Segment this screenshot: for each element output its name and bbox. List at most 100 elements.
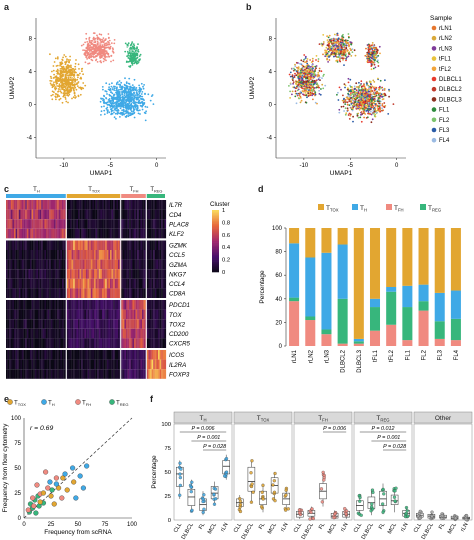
heatmap-cell [9,240,11,250]
heatmap-cell [113,219,115,229]
umap-point [116,94,118,96]
umap-point [50,80,53,82]
umap-point [337,38,339,41]
heatmap-cell [137,200,139,210]
heatmap-cell [79,328,82,339]
heatmap-cell [86,319,88,329]
umap-point [377,59,379,62]
heatmap-cell [108,219,111,229]
heatmap-cell [114,209,117,220]
heatmap-cell [41,219,43,229]
umap-point [318,76,321,79]
heatmap-cell [46,309,48,320]
umap-point [127,108,130,110]
umap-point [337,91,339,94]
umap-point [316,75,319,78]
heatmap-cell [146,250,149,260]
umap-point [368,48,371,51]
umap-point [352,91,354,94]
heatmap-cell [161,200,163,210]
heatmap-cell [18,240,21,250]
heatmap-cell [126,300,128,310]
umap-point [311,79,314,82]
heatmap-cell [94,269,96,279]
heatmap-cell [50,219,53,229]
umap-point [327,41,330,44]
umap-point [315,67,317,70]
umap-point [72,87,75,90]
umap-point [358,103,361,106]
heatmap-cell [47,269,50,279]
heatmap-cell [118,228,120,239]
umap-point [378,102,381,105]
heatmap-cell [98,240,101,250]
umap-point [360,120,363,123]
umap-point [60,85,63,88]
heatmap-cell [100,288,103,298]
heatmap-cell [57,259,59,270]
umap-point [369,52,372,54]
umap-point [107,33,110,35]
heatmap-cell [92,200,95,210]
umap-point [350,55,353,57]
heatmap-cell [22,278,24,289]
umap-point [367,50,370,53]
umap-point [369,81,371,83]
heatmap-cell [38,219,40,229]
heatmap-cell [151,319,154,329]
heatmap-cell [74,300,77,310]
umap-point [132,60,135,63]
heatmap-cell [30,259,32,270]
umap-point [348,95,351,98]
heatmap-cell [106,288,109,298]
heatmap-cell [12,200,15,210]
umap-point [387,113,390,115]
umap-point [74,68,77,70]
heatmap-cell [153,269,155,279]
heatmap-cell [126,288,128,298]
heatmap-cell [28,278,31,289]
heatmap-cell [12,328,15,339]
umap-point [52,93,54,96]
umap-point [108,83,111,86]
heatmap-cell [148,269,151,279]
umap-point [65,87,67,90]
umap-point [64,83,67,86]
heatmap-cell [98,309,101,320]
umap-point [358,108,361,111]
heatmap-cell [81,200,83,210]
heatmap-cell [143,288,146,298]
umap-point [117,111,119,114]
umap-point [377,97,380,99]
umap-point [127,51,130,54]
heatmap-cell [73,278,75,289]
heatmap-cell [18,319,21,329]
heatmap-cell [54,219,56,229]
heatmap-cell [71,300,74,310]
heatmap-cell [84,328,87,339]
heatmap-cell [108,319,111,329]
heatmap-cell [12,269,15,279]
heatmap-cell [126,309,128,320]
umap-point [304,68,306,71]
heatmap-cell [57,228,59,239]
heatmap-cell [39,319,42,329]
heatmap-cell [38,288,40,298]
umap-point [357,116,360,119]
umap-point [80,44,83,47]
heatmap-cell [98,200,101,210]
heatmap-cell [66,328,69,339]
heatmap-cell [143,228,146,239]
heatmap-cell [158,250,160,260]
umap-point [343,97,345,100]
heatmap-cell [66,219,69,229]
umap-point [298,97,300,100]
heatmap-cell [150,228,152,239]
heatmap-cell [151,300,154,310]
umap-point [384,79,386,82]
umap-point [305,74,307,77]
legend-entry: FL2 [439,118,450,124]
heatmap-cell [164,259,167,270]
umap-point [348,100,351,103]
heatmap-cell [18,259,21,270]
